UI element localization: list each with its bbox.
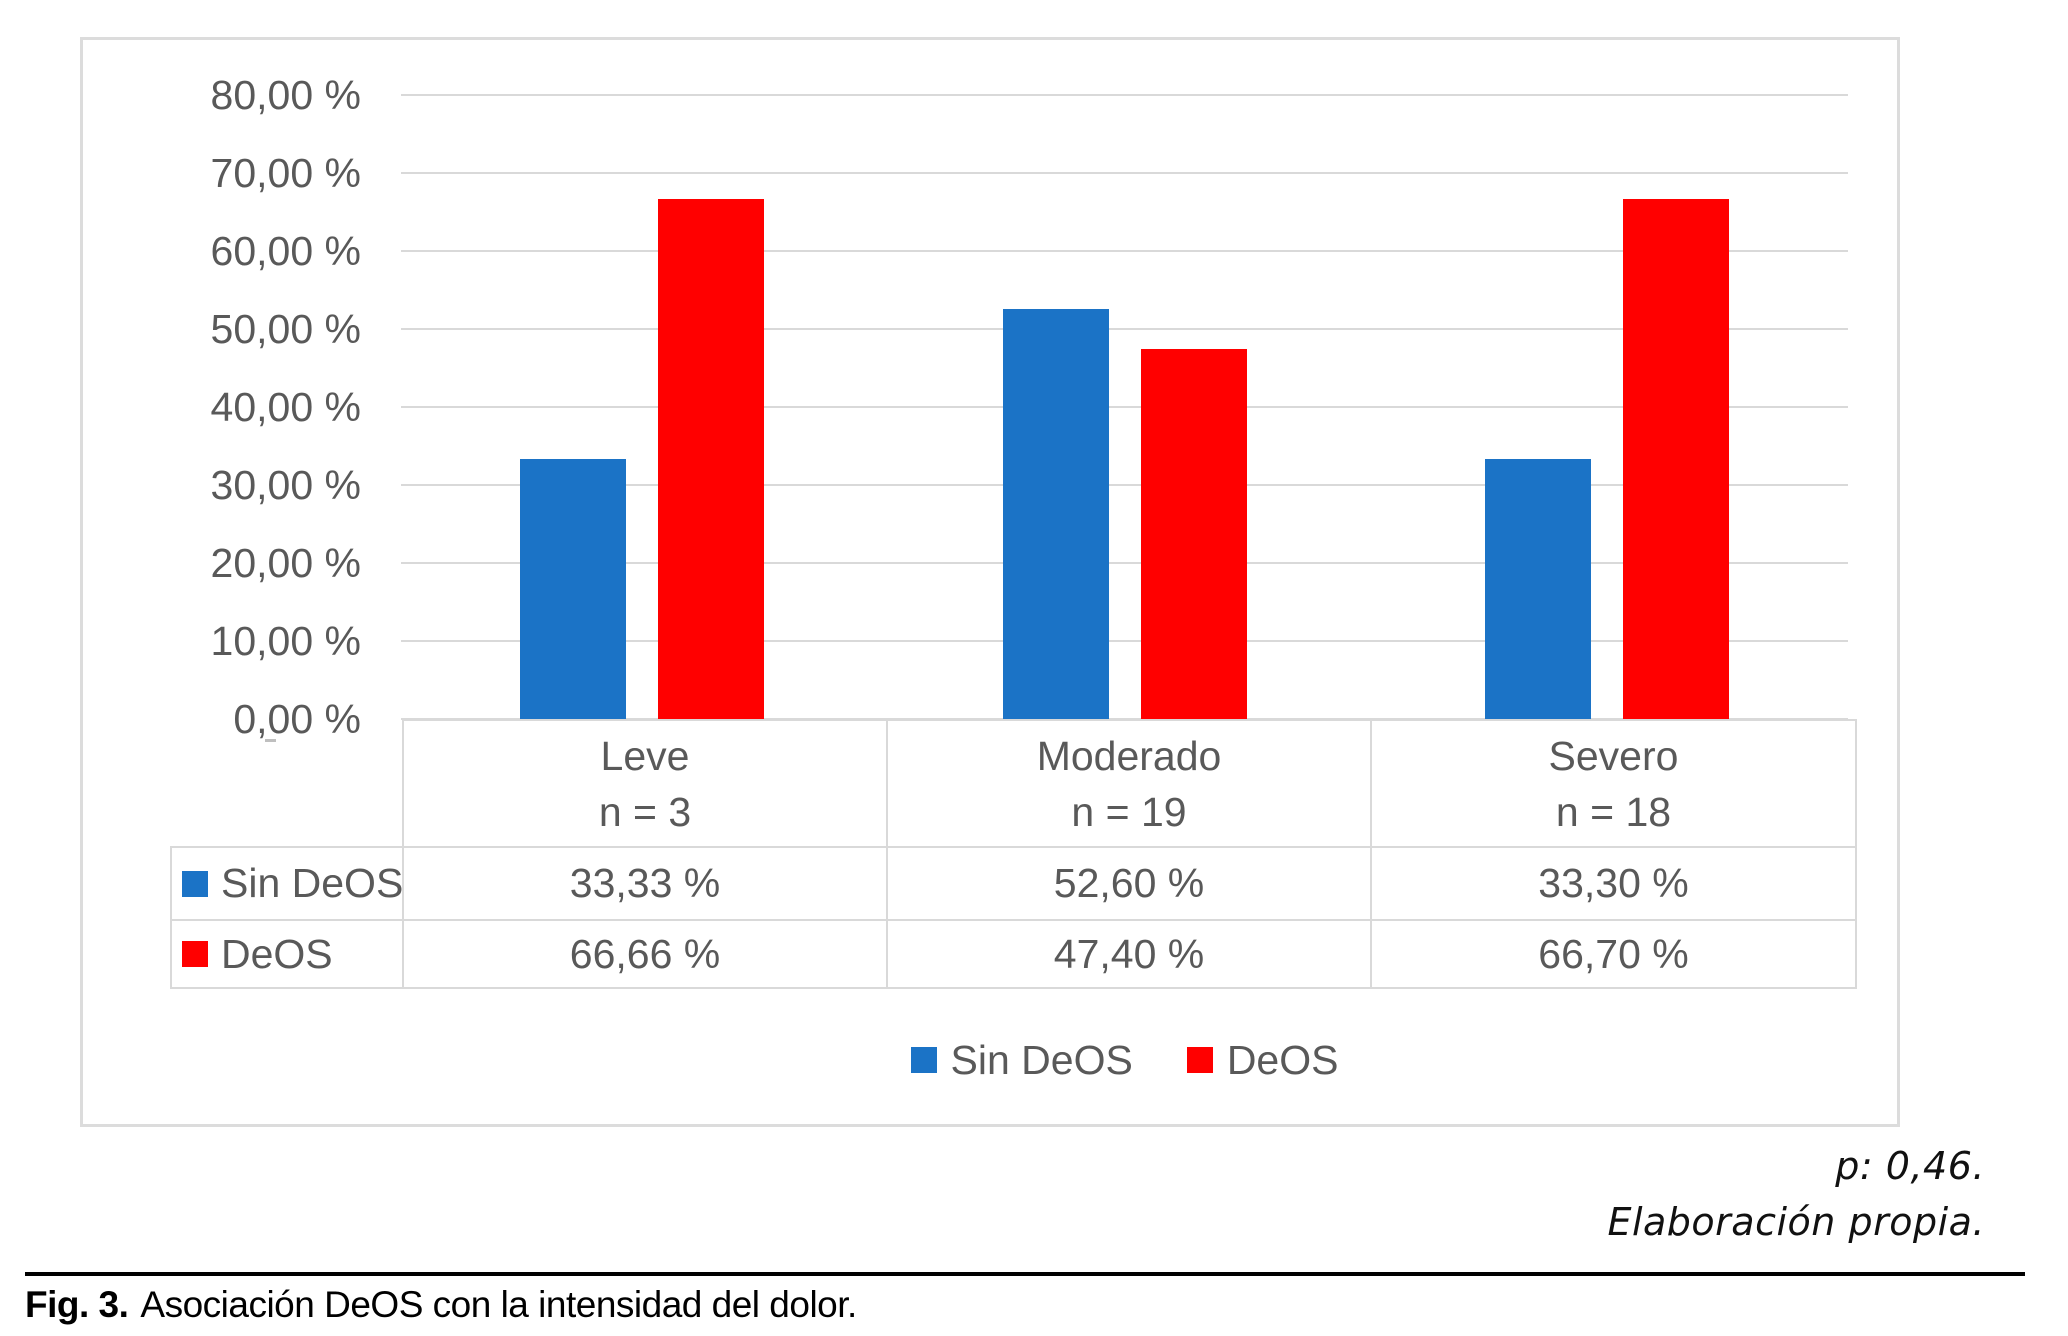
bar-deos-moderado bbox=[1141, 349, 1247, 719]
figure-caption: Fig. 3. Asociación DeOS con la intensidad… bbox=[25, 1284, 857, 1326]
category-label: Severo bbox=[1548, 732, 1679, 779]
y-axis-tick-label: 0,00 % bbox=[233, 696, 361, 742]
gridline-70pct bbox=[401, 172, 1848, 174]
bar-sin-deos-leve bbox=[520, 459, 626, 719]
legend-label: DeOS bbox=[1226, 1036, 1339, 1083]
category-label: Moderado bbox=[1036, 732, 1222, 779]
data-table: Leve n = 3 Moderado n = 19 Severo n = 18 Sin D… bbox=[170, 719, 1857, 989]
y-axis-tick-label: 70,00 % bbox=[210, 150, 361, 196]
value-cell-sin-deos-severo: 33,30 % bbox=[1370, 846, 1857, 921]
chart-frame: Sin DeOS DeOS 80,00 % 70,00 % 60,00 % 50,00 … bbox=[80, 37, 1900, 1127]
gridline-40pct bbox=[401, 406, 1848, 408]
bar-sin-deos-severo bbox=[1485, 459, 1591, 719]
chart-annotations: p: 0,46. Elaboración propia. bbox=[1607, 1138, 1985, 1250]
legend-item-sin-deos: Sin DeOS bbox=[910, 1036, 1133, 1084]
legend-item-deos: DeOS bbox=[1186, 1036, 1339, 1084]
divider-rule bbox=[25, 1272, 2025, 1276]
source-note: Elaboración propia. bbox=[1607, 1200, 1985, 1244]
bar-sin-deos-moderado bbox=[1003, 309, 1109, 719]
legend-label: Sin DeOS bbox=[950, 1036, 1133, 1083]
header-cell-leve: Leve n = 3 bbox=[402, 719, 888, 848]
row-label-cell-sin-deos: Sin DeOS bbox=[170, 846, 404, 921]
gridline-80pct bbox=[401, 94, 1848, 96]
y-axis-tick-label: 60,00 % bbox=[210, 228, 361, 274]
gridline-20pct bbox=[401, 562, 1848, 564]
legend-swatch-sin-deos bbox=[910, 1047, 937, 1073]
gridline-30pct bbox=[401, 484, 1848, 486]
header-cell-moderado: Moderado n = 19 bbox=[886, 719, 1372, 848]
y-axis-tick-label: 30,00 % bbox=[210, 462, 361, 508]
chart-legend: Sin DeOS DeOS bbox=[401, 1036, 1848, 1084]
y-axis-tick-label: 20,00 % bbox=[210, 540, 361, 586]
row-label-cell-deos: DeOS bbox=[170, 919, 404, 989]
value-cell-sin-deos-leve: 33,33 % bbox=[402, 846, 888, 921]
gridline-60pct bbox=[401, 250, 1848, 252]
y-axis-tick-label: 50,00 % bbox=[210, 306, 361, 352]
y-axis-tick-label: 40,00 % bbox=[210, 384, 361, 430]
caption-prefix: Fig. 3. bbox=[25, 1284, 129, 1325]
y-axis-tick-label: 10,00 % bbox=[210, 618, 361, 664]
legend-swatch-deos bbox=[1186, 1047, 1213, 1073]
gridline-50pct bbox=[401, 328, 1848, 330]
series-swatch-deos bbox=[182, 941, 208, 967]
axis-minor-tick bbox=[265, 739, 276, 742]
bar-deos-severo bbox=[1623, 199, 1729, 719]
value-cell-deos-moderado: 47,40 % bbox=[886, 919, 1372, 989]
p-value-note: p: 0,46. bbox=[1835, 1144, 1985, 1188]
value-cell-deos-leve: 66,66 % bbox=[402, 919, 888, 989]
gridline-10pct bbox=[401, 640, 1848, 642]
category-n-label: n = 3 bbox=[598, 788, 692, 835]
table-corner-cell bbox=[171, 720, 403, 847]
category-n-label: n = 18 bbox=[1555, 788, 1672, 835]
gridline-0pct bbox=[401, 718, 1848, 720]
series-swatch-sin-deos bbox=[182, 870, 208, 897]
y-axis-tick-label: 80,00 % bbox=[210, 72, 361, 118]
value-cell-deos-severo: 66,70 % bbox=[1370, 919, 1857, 989]
caption-text: Asociación DeOS con la intensidad del do… bbox=[140, 1284, 857, 1325]
value-cell-sin-deos-moderado: 52,60 % bbox=[886, 846, 1372, 921]
category-n-label: n = 19 bbox=[1071, 788, 1187, 835]
header-cell-severo: Severo n = 18 bbox=[1370, 719, 1857, 848]
category-label: Leve bbox=[600, 732, 690, 779]
series-name: DeOS bbox=[221, 930, 333, 977]
series-name: Sin DeOS bbox=[221, 860, 403, 906]
bar-deos-leve bbox=[658, 199, 764, 719]
